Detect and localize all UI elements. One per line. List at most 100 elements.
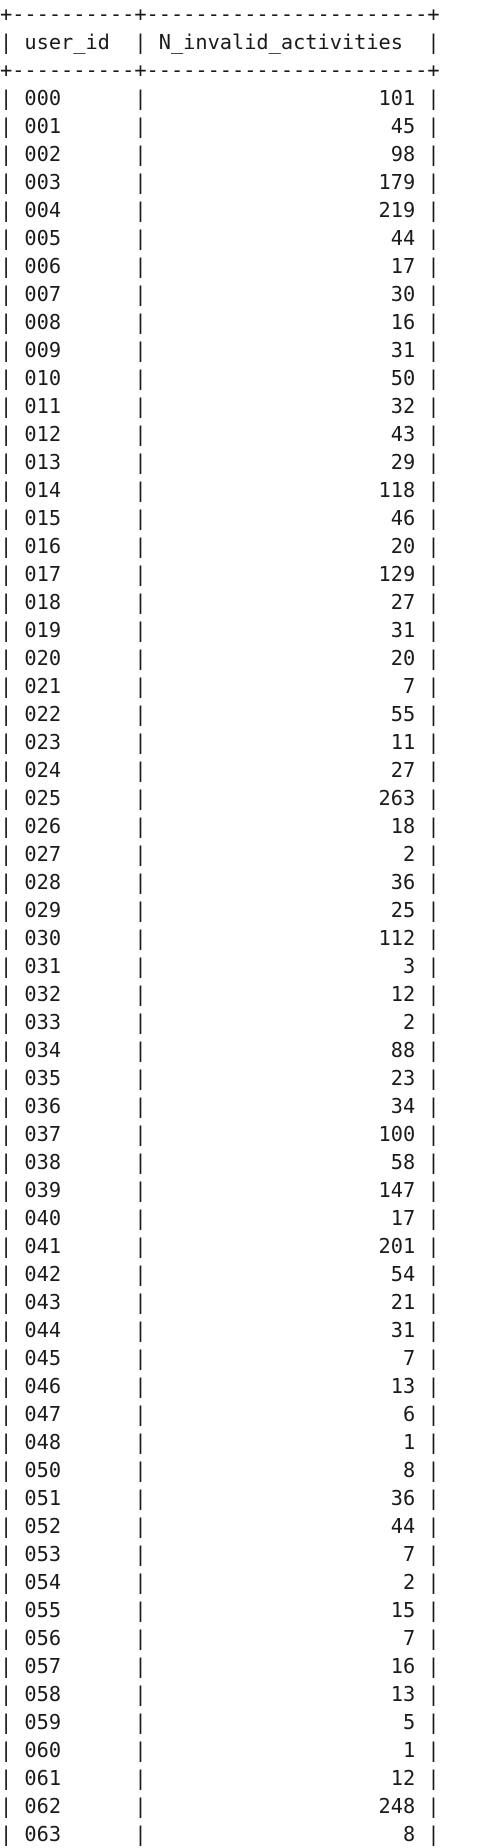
cell-user-id: 026: [24, 814, 62, 838]
cell-n-invalid-activities: 50: [390, 366, 416, 390]
table-row: | 045 | 7 |: [0, 1346, 440, 1370]
table-row: | 010 | 50 |: [0, 366, 440, 390]
table-row: | 020 | 20 |: [0, 646, 440, 670]
cell-n-invalid-activities: 101: [378, 86, 416, 110]
table-row: | 018 | 27 |: [0, 590, 440, 614]
cell-user-id: 036: [24, 1094, 62, 1118]
table-row: | 062 | 248 |: [0, 1794, 440, 1818]
cell-user-id: 007: [24, 282, 62, 306]
table-row: | 026 | 18 |: [0, 814, 440, 838]
cell-n-invalid-activities: 15: [390, 1598, 416, 1622]
table-row: | 042 | 54 |: [0, 1262, 440, 1286]
cell-user-id: 059: [24, 1710, 62, 1734]
cell-n-invalid-activities: 17: [390, 1206, 416, 1230]
table-row: | 032 | 12 |: [0, 982, 440, 1006]
table-row: | 025 | 263 |: [0, 786, 440, 810]
cell-user-id: 027: [24, 842, 62, 866]
cell-n-invalid-activities: 2: [402, 1010, 416, 1034]
column-header-n-invalid-activities: N_invalid_activities: [158, 30, 403, 54]
cell-user-id: 044: [24, 1318, 62, 1342]
cell-n-invalid-activities: 147: [378, 1178, 416, 1202]
cell-user-id: 010: [24, 366, 62, 390]
table-row: | 008 | 16 |: [0, 310, 440, 334]
cell-n-invalid-activities: 112: [378, 926, 416, 950]
table-row: | 061 | 12 |: [0, 1766, 440, 1790]
cell-user-id: 058: [24, 1682, 62, 1706]
cell-n-invalid-activities: 32: [390, 394, 416, 418]
cell-n-invalid-activities: 219: [378, 198, 416, 222]
cell-n-invalid-activities: 88: [390, 1038, 416, 1062]
cell-n-invalid-activities: 8: [402, 1822, 416, 1846]
cell-user-id: 002: [24, 142, 62, 166]
cell-n-invalid-activities: 7: [402, 674, 416, 698]
cell-n-invalid-activities: 100: [378, 1122, 416, 1146]
table-row: | 048 | 1 |: [0, 1430, 440, 1454]
cell-user-id: 016: [24, 534, 62, 558]
cell-user-id: 043: [24, 1290, 62, 1314]
cell-n-invalid-activities: 8: [402, 1458, 416, 1482]
cell-user-id: 061: [24, 1766, 62, 1790]
table-row: | 009 | 31 |: [0, 338, 440, 362]
table-row: | 023 | 11 |: [0, 730, 440, 754]
cell-n-invalid-activities: 129: [378, 562, 416, 586]
cell-n-invalid-activities: 11: [390, 730, 416, 754]
cell-n-invalid-activities: 13: [390, 1374, 416, 1398]
cell-n-invalid-activities: 7: [402, 1626, 416, 1650]
cell-user-id: 019: [24, 618, 62, 642]
table-row: | 000 | 101 |: [0, 86, 440, 110]
cell-user-id: 011: [24, 394, 62, 418]
cell-user-id: 003: [24, 170, 62, 194]
cell-n-invalid-activities: 29: [390, 450, 416, 474]
cell-user-id: 013: [24, 450, 62, 474]
cell-n-invalid-activities: 43: [390, 422, 416, 446]
cell-n-invalid-activities: 25: [390, 898, 416, 922]
table-row: | 034 | 88 |: [0, 1038, 440, 1062]
cell-user-id: 046: [24, 1374, 62, 1398]
cell-user-id: 030: [24, 926, 62, 950]
cell-n-invalid-activities: 21: [390, 1290, 416, 1314]
query-result-table: +----------+-----------------------+ | us…: [0, 2, 440, 1846]
table-row: | 037 | 100 |: [0, 1122, 440, 1146]
cell-n-invalid-activities: 31: [390, 618, 416, 642]
table-row: | 014 | 118 |: [0, 478, 440, 502]
cell-user-id: 035: [24, 1066, 62, 1090]
table-row: | 007 | 30 |: [0, 282, 440, 306]
table-row: | 028 | 36 |: [0, 870, 440, 894]
table-row: | 056 | 7 |: [0, 1626, 440, 1650]
table-row: | 054 | 2 |: [0, 1570, 440, 1594]
table-row: | 038 | 58 |: [0, 1150, 440, 1174]
table-top-border: +----------+-----------------------+: [0, 2, 440, 26]
table-row: | 005 | 44 |: [0, 226, 440, 250]
cell-user-id: 005: [24, 226, 62, 250]
cell-n-invalid-activities: 5: [402, 1710, 416, 1734]
table-row: | 016 | 20 |: [0, 534, 440, 558]
table-row: | 053 | 7 |: [0, 1542, 440, 1566]
cell-user-id: 054: [24, 1570, 62, 1594]
table-row: | 011 | 32 |: [0, 394, 440, 418]
table-row: | 046 | 13 |: [0, 1374, 440, 1398]
cell-user-id: 006: [24, 254, 62, 278]
table-row: | 022 | 55 |: [0, 702, 440, 726]
table-row: | 050 | 8 |: [0, 1458, 440, 1482]
cell-n-invalid-activities: 12: [390, 1766, 416, 1790]
cell-user-id: 018: [24, 590, 62, 614]
table-row: | 051 | 36 |: [0, 1486, 440, 1510]
table-row: | 006 | 17 |: [0, 254, 440, 278]
cell-user-id: 041: [24, 1234, 62, 1258]
cell-user-id: 033: [24, 1010, 62, 1034]
table-row: | 033 | 2 |: [0, 1010, 440, 1034]
cell-user-id: 025: [24, 786, 62, 810]
cell-n-invalid-activities: 30: [390, 282, 416, 306]
cell-n-invalid-activities: 58: [390, 1150, 416, 1174]
cell-user-id: 015: [24, 506, 62, 530]
cell-user-id: 042: [24, 1262, 62, 1286]
cell-n-invalid-activities: 31: [390, 338, 416, 362]
cell-user-id: 060: [24, 1738, 62, 1762]
cell-user-id: 031: [24, 954, 62, 978]
cell-user-id: 029: [24, 898, 62, 922]
cell-user-id: 024: [24, 758, 62, 782]
cell-n-invalid-activities: 12: [390, 982, 416, 1006]
cell-user-id: 057: [24, 1654, 62, 1678]
table-row: | 027 | 2 |: [0, 842, 440, 866]
cell-n-invalid-activities: 23: [390, 1066, 416, 1090]
